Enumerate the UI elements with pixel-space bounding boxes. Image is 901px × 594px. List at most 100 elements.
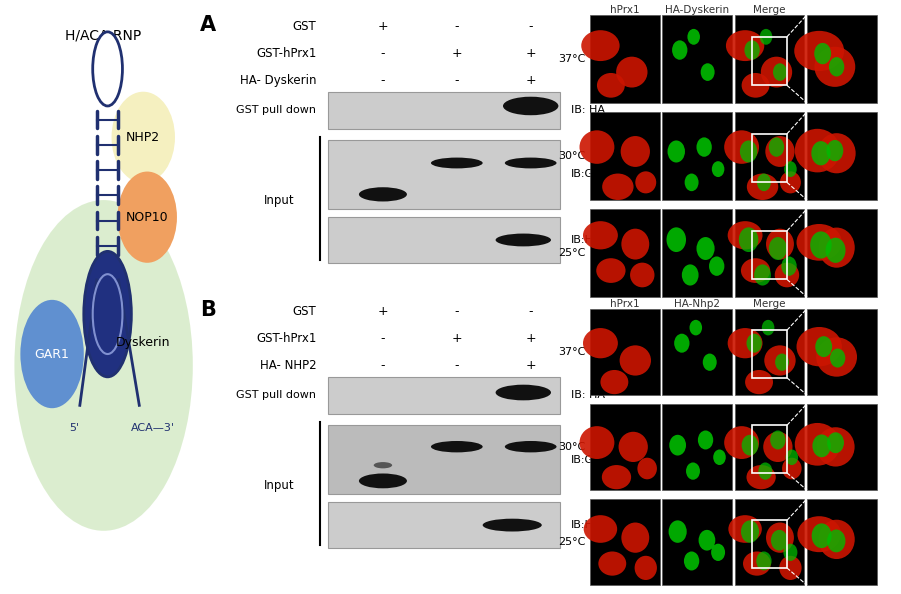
Ellipse shape [496,385,551,400]
Ellipse shape [760,29,772,45]
Text: -: - [455,20,459,33]
Ellipse shape [827,529,845,552]
Text: Merge: Merge [753,5,786,15]
Text: +: + [451,332,462,345]
Ellipse shape [667,228,686,252]
Ellipse shape [724,426,759,459]
Ellipse shape [579,426,614,459]
Ellipse shape [687,29,700,45]
Ellipse shape [760,56,792,87]
Text: 5': 5' [68,423,79,433]
Ellipse shape [117,172,177,263]
Ellipse shape [686,463,700,480]
Bar [328,503,560,548]
Ellipse shape [742,73,769,97]
Text: GST: GST [293,305,316,318]
Ellipse shape [583,221,618,249]
Ellipse shape [714,450,726,465]
Ellipse shape [726,30,764,61]
Bar [807,499,877,585]
Text: +: + [378,305,388,318]
Text: NOP10: NOP10 [126,211,168,224]
Ellipse shape [826,140,843,162]
Bar [734,404,805,490]
Text: A: A [200,15,216,35]
Ellipse shape [811,141,831,165]
Ellipse shape [630,263,654,287]
Ellipse shape [771,530,787,551]
Ellipse shape [784,544,797,561]
Ellipse shape [818,228,855,268]
Text: -: - [381,359,385,372]
Ellipse shape [769,237,787,260]
Bar [328,217,560,263]
Text: ACA—3': ACA—3' [132,423,175,433]
Ellipse shape [765,136,795,167]
Bar [590,15,660,103]
Text: HA-Nhp2: HA-Nhp2 [674,299,720,309]
Ellipse shape [825,238,845,263]
Text: -: - [455,359,459,372]
Text: GST: GST [293,20,316,33]
Ellipse shape [682,264,698,286]
Text: +: + [525,332,536,345]
Ellipse shape [744,40,760,60]
Ellipse shape [620,345,651,375]
Text: hPrx1: hPrx1 [610,299,640,309]
Ellipse shape [598,551,626,576]
Bar [590,209,660,297]
Text: IB:HA: IB:HA [571,235,602,245]
Ellipse shape [581,30,620,61]
Ellipse shape [830,349,845,368]
Ellipse shape [741,520,759,543]
Ellipse shape [696,137,712,157]
Ellipse shape [703,353,716,371]
Bar [328,377,560,414]
Text: GST-hPrx1: GST-hPrx1 [256,47,316,60]
Text: B: B [200,300,216,320]
Ellipse shape [622,523,650,553]
Bar [752,37,787,86]
Text: 37°C: 37°C [558,54,585,64]
Ellipse shape [754,264,771,286]
Bar [662,404,732,490]
Text: GST pull down: GST pull down [236,390,316,400]
Ellipse shape [359,473,407,488]
Ellipse shape [583,328,618,358]
Ellipse shape [784,161,796,177]
Bar [590,404,660,490]
Bar [662,499,732,585]
Ellipse shape [796,327,842,366]
Ellipse shape [616,56,648,87]
Ellipse shape [740,140,758,163]
Ellipse shape [795,129,840,172]
Ellipse shape [698,530,715,551]
Ellipse shape [359,187,407,201]
Ellipse shape [674,334,689,353]
Bar [662,209,732,297]
Ellipse shape [668,140,685,163]
Ellipse shape [815,43,831,64]
Ellipse shape [742,435,759,456]
Text: NHP2: NHP2 [126,131,160,144]
Bar [662,309,732,395]
Text: +: + [525,74,536,87]
Bar [752,330,787,378]
Ellipse shape [634,556,657,580]
Ellipse shape [619,432,648,462]
Ellipse shape [759,463,772,480]
Ellipse shape [747,173,778,200]
Bar [662,112,732,200]
Bar [807,309,877,395]
Ellipse shape [14,200,193,531]
Text: -: - [529,20,532,33]
Text: 30°C: 30°C [558,151,585,161]
Text: Dyskerin: Dyskerin [116,336,170,349]
Ellipse shape [622,229,650,260]
Text: -: - [381,74,385,87]
Bar [752,425,787,473]
Ellipse shape [786,450,798,465]
Bar [734,309,805,395]
Text: H/ACA RNP: H/ACA RNP [66,29,141,43]
Ellipse shape [602,173,633,200]
